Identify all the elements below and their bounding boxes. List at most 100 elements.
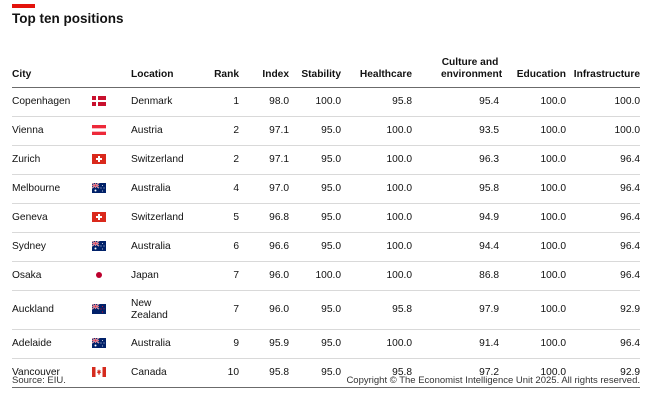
cell-stability: 95.0 bbox=[289, 290, 341, 330]
cell-education: 100.0 bbox=[499, 145, 566, 175]
cell-culture: 94.9 bbox=[412, 203, 499, 233]
cell-infrastructure: 96.4 bbox=[566, 329, 640, 359]
cell-infrastructure: 100.0 bbox=[566, 87, 640, 117]
cell-index: 98.0 bbox=[239, 87, 289, 117]
new-zealand-flag-icon bbox=[92, 304, 106, 315]
cell-rank: 10 bbox=[209, 358, 239, 388]
cell-location: Canada bbox=[131, 358, 209, 388]
accent-bar bbox=[12, 4, 35, 8]
cell-location: Denmark bbox=[131, 87, 209, 117]
cell-infrastructure: 100.0 bbox=[566, 116, 640, 146]
cell-healthcare: 95.8 bbox=[341, 290, 412, 330]
cell-culture: 95.4 bbox=[412, 87, 499, 117]
cell-flag bbox=[92, 261, 131, 291]
cell-rank: 7 bbox=[209, 261, 239, 291]
cell-index: 96.8 bbox=[239, 203, 289, 233]
page-title: Top ten positions bbox=[12, 11, 124, 26]
cell-rank: 2 bbox=[209, 116, 239, 146]
cell-city: Vienna bbox=[12, 116, 92, 146]
japan-flag-icon bbox=[92, 270, 106, 281]
cell-education: 100.0 bbox=[499, 87, 566, 117]
canada-flag-icon bbox=[92, 367, 106, 378]
cell-stability: 95.0 bbox=[289, 203, 341, 233]
header-row: City Location Rank Index Stability Healt… bbox=[12, 40, 640, 88]
cell-location: New Zealand bbox=[131, 290, 209, 330]
rankings-table: City Location Rank Index Stability Healt… bbox=[12, 40, 640, 388]
cell-culture: 95.8 bbox=[412, 174, 499, 204]
col-header-rank: Rank bbox=[209, 40, 239, 88]
cell-index: 95.8 bbox=[239, 358, 289, 388]
cell-flag bbox=[92, 329, 131, 359]
cell-location: Australia bbox=[131, 174, 209, 204]
cell-healthcare: 100.0 bbox=[341, 329, 412, 359]
cell-location: Australia bbox=[131, 329, 209, 359]
cell-city: Geneva bbox=[12, 203, 92, 233]
cell-city: Zurich bbox=[12, 145, 92, 175]
cell-city: Auckland bbox=[12, 290, 92, 330]
cell-culture: 91.4 bbox=[412, 329, 499, 359]
cell-city: Copenhagen bbox=[12, 87, 92, 117]
cell-healthcare: 100.0 bbox=[341, 145, 412, 175]
cell-healthcare: 100.0 bbox=[341, 116, 412, 146]
col-header-infrastructure: Infrastructure bbox=[566, 40, 640, 88]
col-header-index: Index bbox=[239, 40, 289, 88]
cell-education: 100.0 bbox=[499, 261, 566, 291]
cell-flag bbox=[92, 116, 131, 146]
table-row: Auckland New Zealand 7 96.0 95.0 95.8 97.9 100.… bbox=[12, 290, 640, 330]
cell-infrastructure: 92.9 bbox=[566, 290, 640, 330]
table-row: Zurich Switzerland 2 97.1 95.0 100.0 96.3 100.0… bbox=[12, 145, 640, 175]
source-note: Source: EIU. bbox=[12, 375, 66, 386]
cell-city: Melbourne bbox=[12, 174, 92, 204]
cell-city: Osaka bbox=[12, 261, 92, 291]
cell-education: 100.0 bbox=[499, 290, 566, 330]
cell-infrastructure: 92.9 bbox=[566, 358, 640, 388]
cell-index: 95.9 bbox=[239, 329, 289, 359]
cell-infrastructure: 96.4 bbox=[566, 261, 640, 291]
cell-stability: 95.0 bbox=[289, 145, 341, 175]
cell-index: 97.1 bbox=[239, 145, 289, 175]
cell-index: 97.0 bbox=[239, 174, 289, 204]
cell-education: 100.0 bbox=[499, 329, 566, 359]
cell-flag bbox=[92, 87, 131, 117]
cell-rank: 7 bbox=[209, 290, 239, 330]
cell-healthcare: 100.0 bbox=[341, 174, 412, 204]
cell-healthcare: 100.0 bbox=[341, 261, 412, 291]
col-header-culture: Culture and environment bbox=[412, 40, 502, 88]
cell-education: 100.0 bbox=[499, 203, 566, 233]
cell-healthcare: 95.8 bbox=[341, 358, 412, 388]
denmark-flag-icon bbox=[92, 96, 106, 107]
cell-culture: 94.4 bbox=[412, 232, 499, 262]
table-row: Geneva Switzerland 5 96.8 95.0 100.0 94.9 100.0… bbox=[12, 203, 640, 233]
cell-flag bbox=[92, 145, 131, 175]
table-row: Adelaide Australia 9 95.9 95.0 100.0 91.4 100.0… bbox=[12, 329, 640, 359]
cell-healthcare: 95.8 bbox=[341, 87, 412, 117]
australia-flag-icon bbox=[92, 183, 106, 194]
cell-education: 100.0 bbox=[499, 232, 566, 262]
cell-city: Vancouver bbox=[12, 358, 92, 388]
cell-city: Sydney bbox=[12, 232, 92, 262]
cell-culture: 93.5 bbox=[412, 116, 499, 146]
col-header-healthcare: Healthcare bbox=[341, 40, 412, 88]
cell-flag bbox=[92, 174, 131, 204]
col-header-flag bbox=[92, 40, 131, 88]
cell-stability: 100.0 bbox=[289, 87, 341, 117]
cell-index: 96.0 bbox=[239, 290, 289, 330]
cell-education: 100.0 bbox=[499, 174, 566, 204]
cell-stability: 95.0 bbox=[289, 358, 341, 388]
cell-healthcare: 100.0 bbox=[341, 232, 412, 262]
table-row: Copenhagen Denmark 1 98.0 100.0 95.8 95.4 100.0… bbox=[12, 87, 640, 117]
table-row: Vienna Austria 2 97.1 95.0 100.0 93.5 100.0 100.… bbox=[12, 116, 640, 146]
col-header-stability: Stability bbox=[289, 40, 341, 88]
cell-rank: 1 bbox=[209, 87, 239, 117]
table-row: Melbourne Australia 4 97.0 95.0 100.0 95.8 100.… bbox=[12, 174, 640, 204]
col-header-city: City bbox=[12, 40, 92, 88]
cell-culture: 86.8 bbox=[412, 261, 499, 291]
cell-culture: 97.2 bbox=[412, 358, 499, 388]
cell-culture: 96.3 bbox=[412, 145, 499, 175]
cell-index: 97.1 bbox=[239, 116, 289, 146]
col-header-education: Education bbox=[499, 40, 566, 88]
cell-infrastructure: 96.4 bbox=[566, 174, 640, 204]
cell-infrastructure: 96.4 bbox=[566, 145, 640, 175]
cell-rank: 9 bbox=[209, 329, 239, 359]
cell-education: 100.0 bbox=[499, 358, 566, 388]
